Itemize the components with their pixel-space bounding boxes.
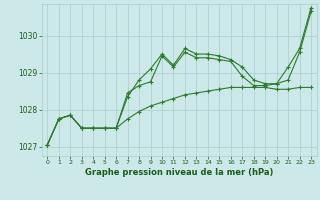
X-axis label: Graphe pression niveau de la mer (hPa): Graphe pression niveau de la mer (hPa) [85, 168, 273, 177]
